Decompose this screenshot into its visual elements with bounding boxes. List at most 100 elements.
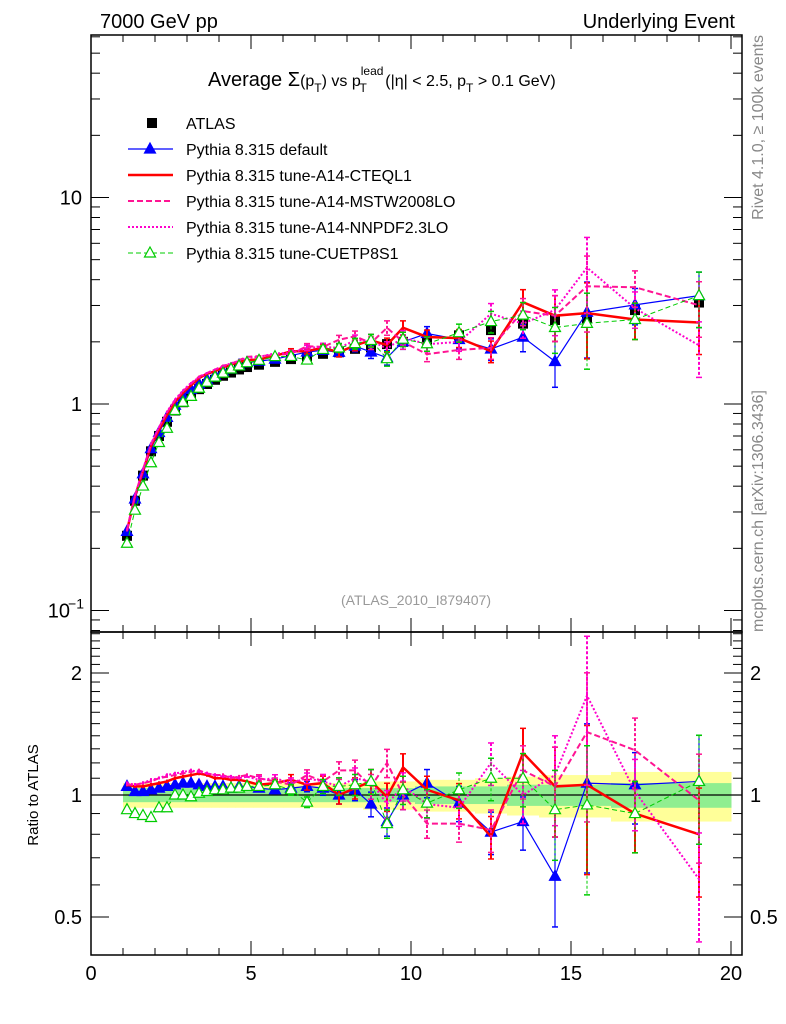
- x-tick-label: 20: [720, 963, 742, 985]
- side-text-mcplots: mcplots.cern.ch [arXiv:1306.3436]: [750, 390, 767, 632]
- series-line-2: [126, 285, 700, 531]
- ratio-y-tick-label: 1: [71, 785, 82, 807]
- series-point-4: [284, 349, 298, 362]
- series-point-4: [484, 314, 498, 327]
- series-point-4: [300, 352, 314, 365]
- ratio-series-line-1: [126, 750, 700, 839]
- main-y-tick-label: 10: [48, 601, 70, 623]
- series-point-4: [628, 312, 642, 325]
- ratio-series-point-4: [120, 802, 134, 815]
- legend-label-1: Pythia 8.315 tune-A14-CTEQL1: [186, 168, 412, 185]
- series-line-1: [125, 300, 700, 531]
- series-point-0: [548, 354, 562, 367]
- x-tick-label: 15: [560, 963, 582, 985]
- legend: ATLAS Pythia 8.315 default Pythia 8.315 tu…: [128, 116, 455, 263]
- watermark: (ATLAS_2010_I879407): [341, 592, 491, 608]
- ratio-series-point-4: [176, 787, 190, 800]
- ratio-series-point-4: [152, 800, 166, 813]
- series-point-4: [396, 331, 410, 344]
- ratio-series-point-4: [364, 774, 378, 787]
- ratio-series-point-0: [128, 784, 142, 797]
- ratio-series-point-4: [516, 770, 530, 783]
- ratio-series-point-4: [396, 782, 410, 795]
- series-point-4: [316, 342, 330, 355]
- ratio-ylabel: Ratio to ATLAS: [25, 744, 42, 845]
- ratio-series-point-4: [128, 806, 142, 819]
- ratio-series-point-0: [548, 869, 562, 881]
- series-point-4: [120, 536, 134, 548]
- series-point-4: [548, 320, 562, 333]
- legend-label-0: Pythia 8.315 default: [186, 142, 328, 159]
- ratio-series-line-2: [127, 730, 700, 832]
- ratio-series-point-0: [184, 775, 198, 788]
- main-y-tick-label: 1: [71, 394, 82, 416]
- ratio-series-point-4: [628, 806, 642, 819]
- series-point-4: [364, 333, 378, 346]
- series-point-4: [128, 502, 142, 515]
- ratio-series-point-4: [224, 780, 238, 793]
- header-right: Underlying Event: [583, 11, 736, 33]
- main-y-tick-label: 10: [60, 188, 82, 210]
- ratio-series-point-4: [144, 810, 158, 823]
- ratio-y-tick-label-right: 1: [750, 785, 761, 807]
- series-point-4: [380, 351, 394, 364]
- ratio-series-point-4: [332, 779, 346, 792]
- ratio-y-tick-label: 0.5: [54, 907, 82, 929]
- ratio-series-point-4: [240, 779, 254, 792]
- ratio-series-point-4: [284, 782, 298, 795]
- ratio-series-point-4: [692, 774, 706, 787]
- ratio-series-point-4: [160, 800, 174, 813]
- series-point-4: [348, 336, 362, 349]
- series-point-4: [176, 394, 190, 407]
- ratio-series-point-4: [300, 794, 314, 807]
- ratio-series-point-4: [548, 802, 562, 815]
- legend-marker-4: [143, 245, 157, 258]
- series-line-3: [126, 266, 700, 530]
- ratio-series-point-4: [252, 779, 266, 792]
- ratio-series-point-4: [136, 808, 150, 821]
- series-point-4: [160, 421, 174, 433]
- series-point-4: [252, 353, 266, 365]
- ratio-series-point-4: [380, 816, 394, 829]
- ratio-series-point-4: [168, 787, 182, 800]
- legend-label-atlas: ATLAS: [186, 116, 236, 133]
- ratio-plot-frame: [90, 631, 743, 956]
- x-tick-label: 10: [400, 963, 422, 985]
- series-point-4: [332, 340, 346, 353]
- legend-label-4: Pythia 8.315 tune-CUETP8S1: [186, 246, 399, 263]
- series-point-4: [136, 478, 150, 491]
- series-point-4: [268, 349, 282, 362]
- legend-marker-0: [143, 141, 157, 154]
- x-tick-label: 5: [245, 963, 256, 985]
- ratio-y-tick-label-right: 2: [750, 663, 761, 685]
- ratio-series-point-0: [364, 796, 378, 809]
- series-point-4: [152, 435, 166, 448]
- legend-label-2: Pythia 8.315 tune-A14-MSTW2008LO: [186, 194, 455, 211]
- ratio-series-point-4: [420, 795, 434, 808]
- ratio-series-point-0: [176, 775, 190, 788]
- ratio-series-point-4: [348, 777, 362, 790]
- ratio-series-point-4: [484, 770, 498, 783]
- ratio-series-point-4: [268, 777, 282, 790]
- series-point-4: [240, 355, 254, 368]
- ratio-series-line-4: [126, 777, 700, 825]
- series-point-4: [420, 336, 434, 349]
- legend-label-3: Pythia 8.315 tune-A14-NNPDF2.3LO: [186, 220, 448, 237]
- chart-title: Average Σ(pT) vs plead T (|η| < 2.5, pT >…: [208, 64, 556, 95]
- series-point-4: [224, 361, 238, 374]
- series-point-4: [232, 358, 246, 371]
- ratio-series-point-4: [452, 782, 466, 795]
- ratio-series-line-3: [126, 693, 700, 880]
- ratio-series-point-4: [316, 779, 330, 792]
- series-line-4: [126, 295, 700, 544]
- series-point-4: [452, 325, 466, 338]
- legend-marker-atlas: [147, 118, 157, 128]
- x-tick-label: 0: [85, 963, 96, 985]
- series-point-0: [364, 344, 378, 357]
- series-point-4: [184, 389, 198, 401]
- ratio-series-point-4: [208, 782, 222, 795]
- atlas-data-point: [486, 325, 496, 336]
- series-point-4: [692, 288, 706, 301]
- series-point-4: [192, 381, 206, 393]
